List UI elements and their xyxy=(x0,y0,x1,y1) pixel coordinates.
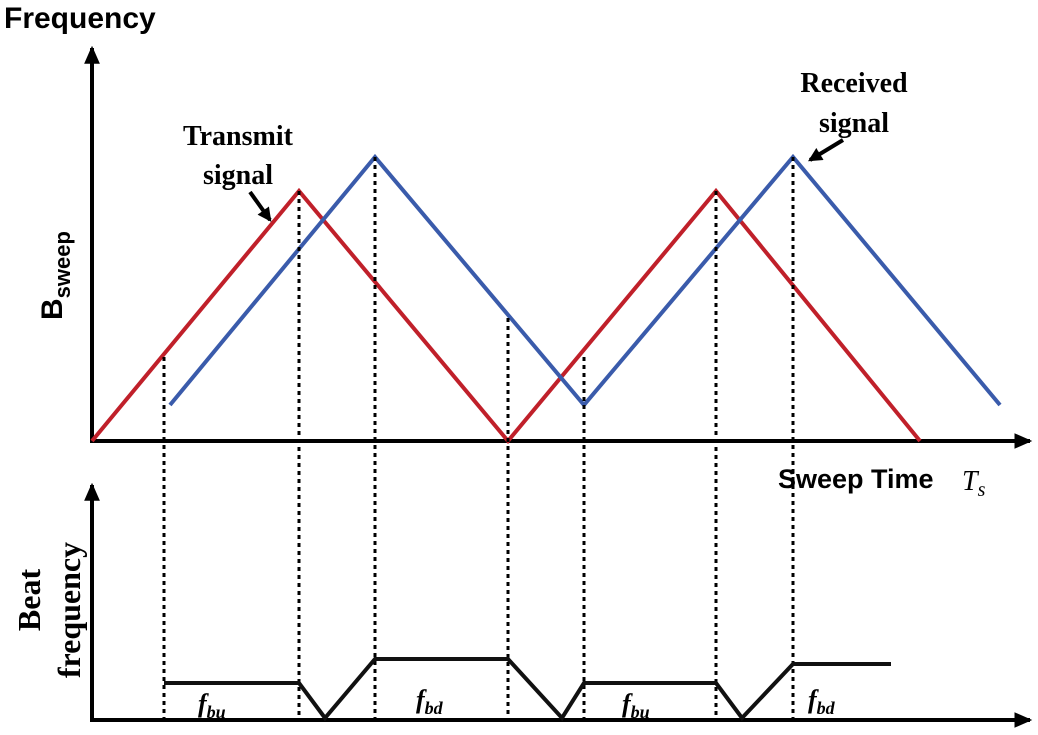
beat-segment-label-fbu-1: fbu xyxy=(198,689,226,722)
received-signal-label-line2: signal xyxy=(819,108,889,139)
beat-segment-label-fbu-2: fbu xyxy=(622,689,650,722)
beat-frequency-axis-label-line1: Beat xyxy=(11,569,47,632)
transmit-signal-label-line1: Transmit xyxy=(183,121,294,152)
beat-segment-label-fbd-1: fbd xyxy=(416,685,444,718)
received-signal-label-line1: Received xyxy=(800,68,908,99)
received-label-arrow xyxy=(808,138,845,162)
transmit-signal-label-line2: signal xyxy=(203,160,273,191)
transmit-signal-line xyxy=(90,187,922,445)
bandwidth-axis-label: Bsweep xyxy=(36,231,75,320)
frequency-axis-label: Frequency xyxy=(4,2,156,35)
beat-segment-label-fbd-2: fbd xyxy=(808,685,836,718)
sweep-time-axis-label: Sweep Time xyxy=(778,464,934,494)
beat-frequency-axis-label-line2: frequency xyxy=(51,542,87,678)
transmit-label-arrow xyxy=(248,190,272,222)
top-chart: Frequency Bsweep Transmit signal Receive… xyxy=(4,2,1033,501)
guide-lines xyxy=(162,157,795,720)
bottom-chart: Beat frequency fbu fbd fbu fbd xyxy=(11,482,1033,728)
sweep-time-symbol: Ts xyxy=(962,466,986,501)
beat-frequency-line xyxy=(164,657,891,722)
